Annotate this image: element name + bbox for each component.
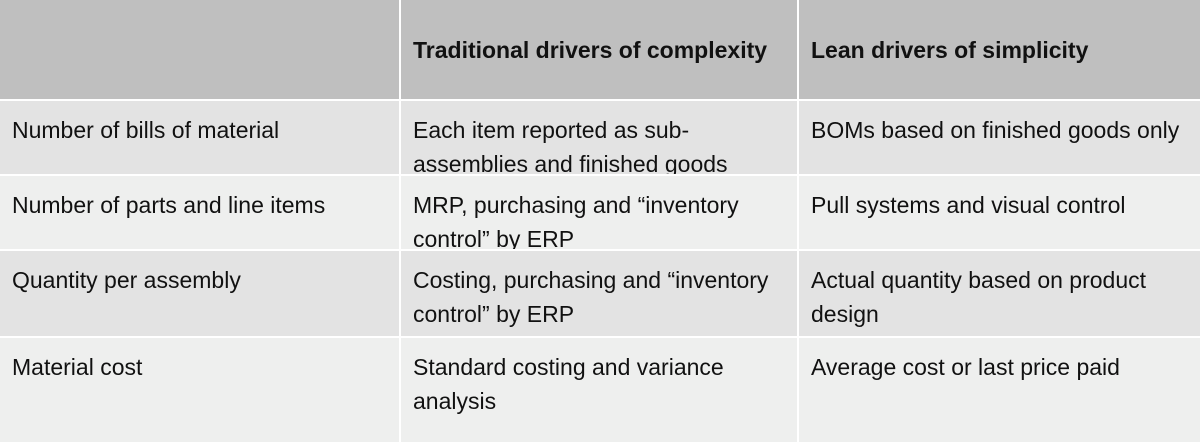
table-cell-metric: Quantity per assembly [0,251,401,338]
table-cell-lean: Pull systems and visual control [799,176,1200,251]
table-cell-lean: Average cost or last price paid [799,338,1200,442]
table-cell-lean: Actual quantity based on product design [799,251,1200,338]
table-cell-traditional: Each item reported as sub-assemblies and… [401,101,799,176]
table-cell-lean: BOMs based on finished goods only [799,101,1200,176]
header-cell-lean: Lean drivers of simplicity [799,0,1200,101]
header-cell-empty [0,0,401,101]
table-cell-traditional: Costing, purchasing and “inventory contr… [401,251,799,338]
table-cell-traditional: Standard costing and variance analysis [401,338,799,442]
table-cell-metric: Material cost [0,338,401,442]
header-cell-traditional: Traditional drivers of complexity [401,0,799,101]
table-cell-metric: Number of parts and line items [0,176,401,251]
table-cell-metric: Number of bills of material [0,101,401,176]
table-cell-traditional: MRP, purchasing and “inventory control” … [401,176,799,251]
